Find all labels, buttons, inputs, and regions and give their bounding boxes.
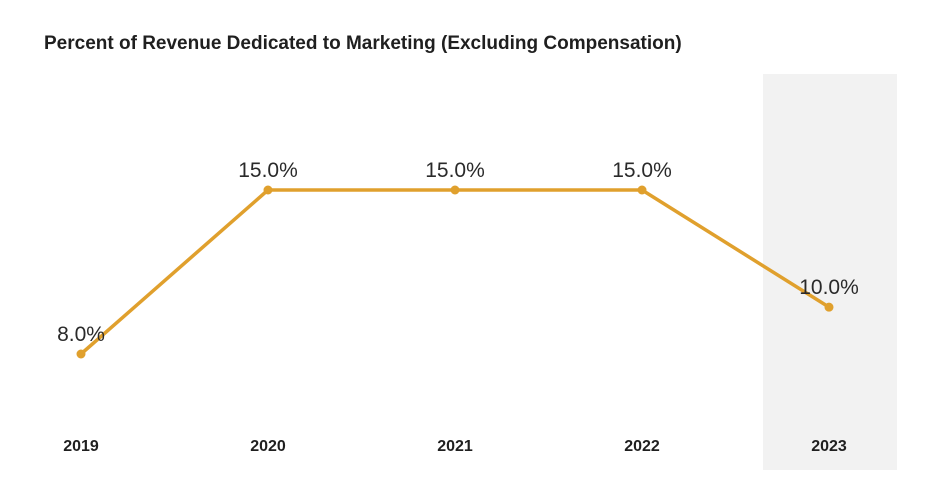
data-label-2020: 15.0% (238, 159, 298, 182)
x-tick-label-2019: 2019 (63, 438, 99, 455)
data-point-2021 (450, 185, 460, 195)
data-point-2022 (637, 185, 647, 195)
data-point-2020 (263, 185, 273, 195)
data-label-2021: 15.0% (425, 159, 485, 182)
data-point-2023 (824, 302, 834, 312)
data-label-2019: 8.0% (57, 323, 105, 346)
x-tick-label-2023: 2023 (811, 438, 847, 455)
x-tick-label-2020: 2020 (250, 438, 286, 455)
x-tick-label-2021: 2021 (437, 438, 473, 455)
series-line (79, 188, 831, 356)
highlight-band-2023 (763, 74, 897, 470)
data-point-2019 (76, 349, 86, 359)
chart-title: Percent of Revenue Dedicated to Marketin… (44, 33, 682, 54)
x-tick-label-2022: 2022 (624, 438, 660, 455)
data-label-2023: 10.0% (799, 276, 859, 299)
data-label-2022: 15.0% (612, 159, 672, 182)
